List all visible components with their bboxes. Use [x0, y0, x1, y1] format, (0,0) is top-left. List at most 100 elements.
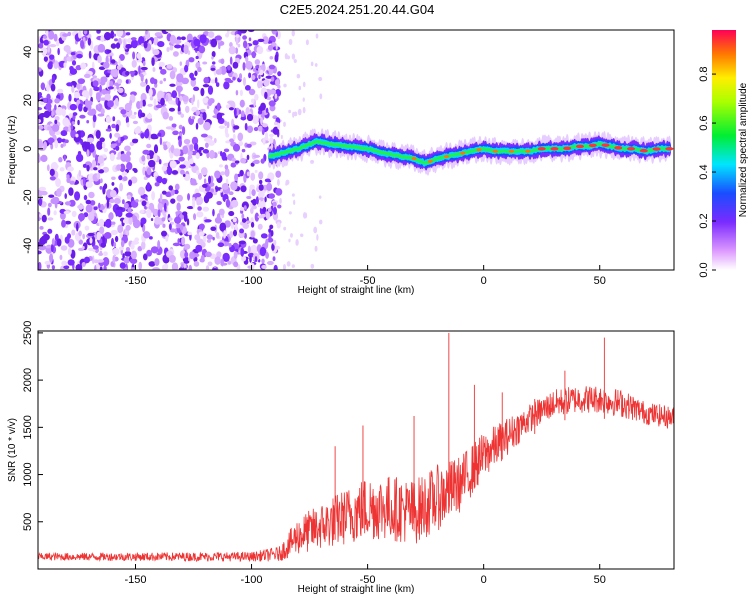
noise-blob — [38, 140, 44, 149]
noise-blob — [178, 267, 184, 270]
noise-blob — [50, 161, 59, 171]
noise-blob — [193, 142, 199, 151]
noise-blob — [146, 113, 153, 120]
noise-blob — [238, 240, 246, 245]
noise-blob — [116, 64, 122, 71]
noise-blob — [183, 243, 191, 250]
noise-blob — [62, 33, 69, 37]
noise-blob — [173, 189, 179, 195]
noise-blob — [291, 53, 296, 60]
noise-blob — [212, 236, 215, 241]
noise-blob — [48, 54, 55, 60]
noise-blob — [272, 126, 280, 135]
noise-blob — [259, 200, 266, 209]
noise-blob — [179, 164, 186, 169]
noise-blob — [159, 136, 163, 146]
noise-blob — [211, 56, 214, 60]
noise-blob — [265, 211, 271, 220]
noise-blob — [43, 56, 48, 62]
noise-blob — [153, 98, 157, 106]
noise-blob — [274, 93, 278, 99]
noise-blob — [182, 173, 186, 177]
noise-blob — [193, 261, 200, 267]
noise-blob — [60, 265, 65, 270]
noise-blob — [97, 43, 106, 53]
noise-blob — [199, 34, 207, 44]
noise-blob — [183, 138, 191, 145]
noise-blob — [146, 154, 151, 160]
noise-blob — [38, 67, 42, 72]
noise-blob — [157, 201, 163, 212]
noise-blob — [279, 197, 282, 204]
spectrogram-y-tick-label: -20 — [22, 189, 34, 205]
noise-blob — [277, 179, 280, 186]
noise-blob — [40, 47, 48, 55]
noise-blob — [161, 177, 167, 185]
noise-blob — [73, 91, 81, 99]
noise-blob — [109, 189, 117, 198]
noise-blob — [92, 75, 97, 79]
noise-blob — [41, 214, 47, 223]
noise-blob — [47, 202, 52, 208]
noise-blob — [265, 75, 273, 79]
noise-blob — [189, 72, 195, 79]
noise-blob — [50, 83, 56, 92]
signal-peak-cell — [476, 148, 482, 152]
noise-blob — [136, 52, 142, 60]
noise-blob — [64, 139, 69, 144]
noise-blob — [176, 194, 183, 202]
noise-blob — [75, 264, 83, 270]
noise-blob — [233, 125, 240, 130]
noise-blob — [269, 136, 274, 144]
noise-blob — [200, 87, 205, 97]
noise-blob — [265, 107, 269, 114]
snr-panel: -150 -100 -50 0 50 500 1000 1500 2000 2500 Heigh… — [7, 321, 675, 595]
noise-blob — [236, 186, 240, 192]
noise-blob — [234, 173, 239, 182]
noise-blob — [251, 98, 255, 104]
noise-blob — [252, 238, 258, 244]
noise-blob — [214, 35, 222, 41]
noise-blob — [291, 193, 295, 197]
noise-blob — [266, 182, 273, 192]
noise-blob — [103, 147, 109, 153]
signal-peak-cell — [492, 149, 498, 153]
noise-blob — [291, 264, 295, 268]
noise-blob — [246, 195, 252, 200]
noise-blob — [70, 129, 77, 139]
noise-blob — [78, 239, 84, 245]
noise-blob — [259, 79, 263, 89]
noise-blob — [239, 99, 245, 108]
noise-blob — [81, 90, 89, 98]
noise-blob — [125, 79, 129, 84]
noise-blob — [160, 97, 165, 106]
noise-blob — [199, 113, 203, 118]
noise-blob — [219, 66, 222, 75]
noise-blob — [114, 38, 118, 42]
noise-blob — [240, 247, 245, 257]
noise-blob — [110, 237, 115, 247]
noise-blob — [47, 228, 53, 234]
noise-blob — [126, 162, 133, 171]
noise-blob — [95, 104, 99, 111]
noise-blob — [185, 105, 190, 114]
noise-blob — [163, 202, 167, 212]
noise-blob — [44, 260, 52, 265]
noise-blob — [234, 160, 240, 164]
noise-blob — [38, 250, 42, 255]
noise-blob — [113, 33, 117, 37]
spectrogram-x-tick-label: 0 — [481, 275, 487, 287]
noise-blob — [222, 252, 230, 263]
noise-blob — [61, 219, 66, 228]
noise-blob — [224, 167, 230, 177]
noise-blob — [60, 245, 68, 251]
noise-blob — [264, 178, 271, 183]
noise-blob — [166, 166, 170, 173]
noise-blob — [106, 199, 110, 209]
noise-blob — [237, 173, 241, 178]
noise-blob — [204, 219, 212, 223]
noise-blob — [87, 232, 95, 237]
noise-blob — [257, 110, 263, 115]
noise-blob — [230, 181, 238, 191]
